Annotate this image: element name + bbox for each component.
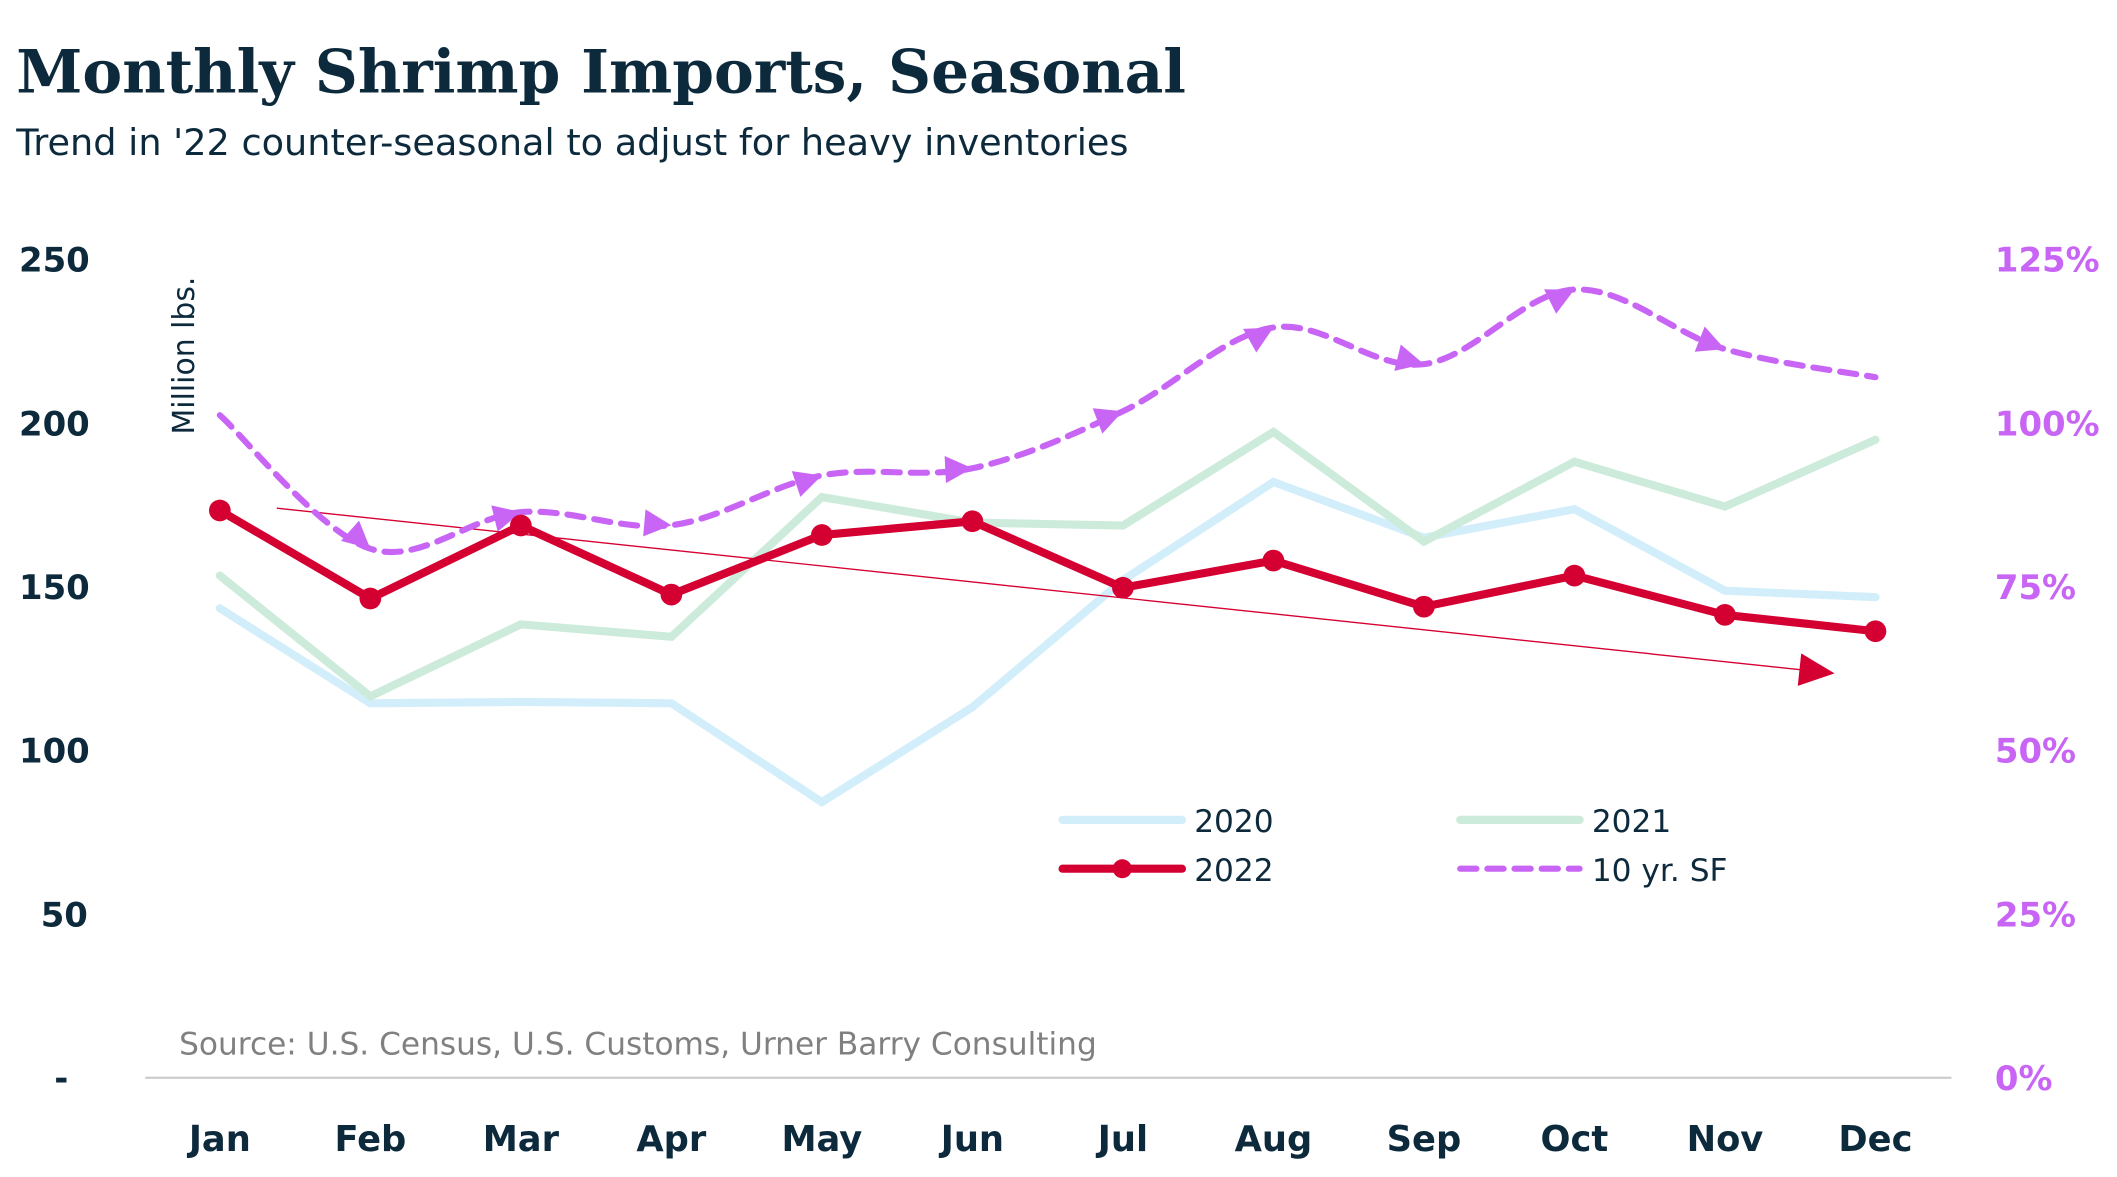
series-line-2020 — [215, 477, 1880, 807]
chart-title: Monthly Shrimp Imports, Seasonal — [16, 37, 1186, 107]
chart-subtitle: Trend in '22 counter-seasonal to adjust … — [15, 121, 1128, 164]
y2-tick-label: 0% — [1995, 1059, 2053, 1098]
series-marker-arrow — [1694, 326, 1725, 352]
x-axis: Jan Feb Mar Apr May Jun Jul Aug Sep Oct Nov Dec — [187, 1119, 1913, 1160]
x-tick-label: Oct — [1541, 1119, 1609, 1160]
y-axis-left: - 50 100 150 200 250 — [19, 241, 90, 1098]
data-point-2022 — [1112, 576, 1134, 599]
y-tick-label: 200 — [19, 404, 90, 443]
data-point-2022 — [660, 583, 683, 606]
data-point-2022 — [1262, 549, 1285, 572]
x-tick-label: Jan — [187, 1119, 251, 1160]
series-marker-arrow — [1243, 327, 1274, 353]
source-note: Source: U.S. Census, U.S. Customs, Urner… — [179, 1027, 1097, 1063]
legend-label: 2022 — [1194, 853, 1273, 889]
series-line-2021 — [215, 427, 1880, 702]
data-point-2022 — [1864, 620, 1887, 643]
data-point-2022 — [1714, 604, 1736, 626]
series-marker-arrow — [643, 509, 672, 537]
data-point-2022 — [510, 514, 532, 537]
data-point-2022 — [1563, 564, 1586, 587]
x-tick-label: Nov — [1687, 1119, 1764, 1160]
data-point-2022 — [961, 510, 984, 533]
x-tick-label: Jul — [1096, 1119, 1148, 1160]
trendline-arrowhead — [1797, 653, 1835, 686]
data-point-2022 — [208, 499, 231, 522]
series-marker-arrow — [491, 505, 521, 532]
legend-label: 2021 — [1592, 804, 1671, 840]
y-tick-label: 150 — [19, 568, 90, 607]
x-tick-label: Dec — [1838, 1119, 1912, 1160]
x-tick-label: Aug — [1235, 1119, 1313, 1160]
x-tick-label: Jun — [939, 1119, 1004, 1160]
x-tick-label: Feb — [334, 1119, 406, 1160]
y-axis-label: Million lbs. — [167, 277, 202, 435]
y-axis-right: 0% 25% 50% 75% 100% 125% — [1995, 241, 2100, 1098]
y2-tick-label: 100% — [1995, 404, 2100, 443]
y2-tick-label: 125% — [1995, 241, 2100, 280]
y2-tick-label: 75% — [1995, 568, 2076, 607]
data-point-2022 — [811, 524, 833, 546]
trendline — [276, 507, 1805, 671]
x-tick-label: Apr — [636, 1119, 707, 1160]
y-tick-label: - — [54, 1059, 68, 1098]
legend: 2020 2021 2022 10 yr. SF — [1058, 804, 1728, 889]
plot-area — [208, 286, 1887, 807]
data-point-2022 — [359, 587, 382, 610]
legend-label: 10 yr. SF — [1592, 853, 1728, 889]
data-point-2022 — [1413, 595, 1435, 618]
series-marker-arrow — [1394, 344, 1424, 371]
series-line-10yr-sf — [216, 286, 1879, 556]
series-marker-arrow — [791, 471, 822, 497]
x-tick-label: Sep — [1387, 1119, 1462, 1160]
y-tick-label: 250 — [19, 241, 90, 280]
y2-tick-label: 25% — [1995, 895, 2076, 934]
y-tick-label: 50 — [41, 895, 88, 934]
legend-marker — [1112, 859, 1132, 879]
x-tick-label: Mar — [483, 1119, 560, 1160]
series-marker-arrow — [1092, 408, 1123, 434]
x-tick-label: May — [781, 1119, 862, 1160]
y-tick-label: 100 — [19, 732, 90, 771]
series-marker-arrow — [944, 455, 973, 484]
series-marker-arrow — [341, 520, 371, 549]
series-line-2022 — [215, 506, 1880, 636]
y2-tick-label: 50% — [1995, 732, 2076, 771]
legend-label: 2020 — [1194, 804, 1273, 840]
series-marker-arrow — [1544, 289, 1575, 314]
